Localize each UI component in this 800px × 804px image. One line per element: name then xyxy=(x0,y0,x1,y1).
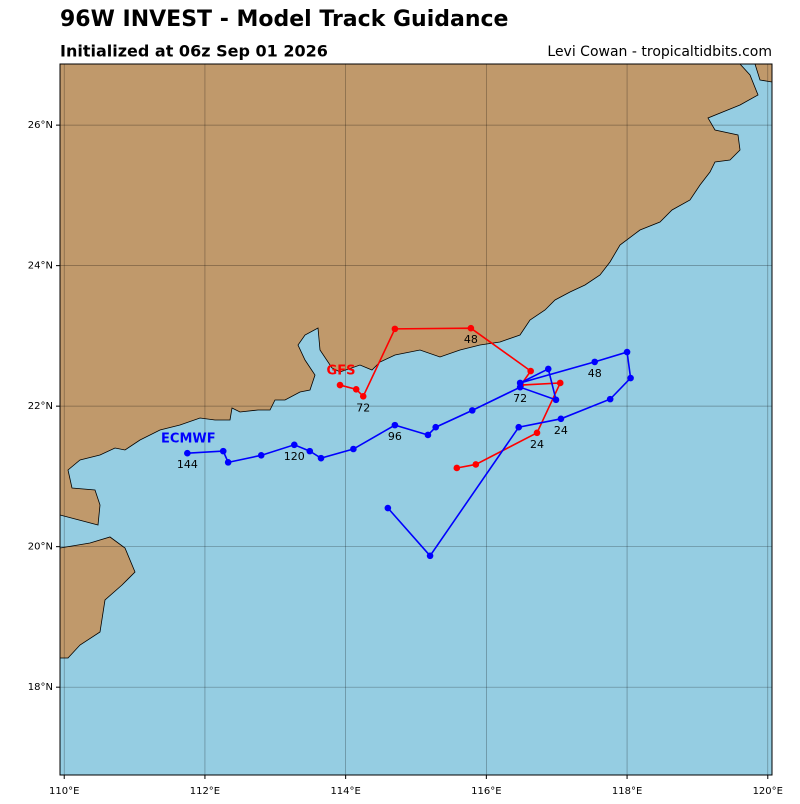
track-point xyxy=(623,348,631,356)
track-point xyxy=(384,504,392,512)
track-point xyxy=(557,415,565,423)
model-label: GFS xyxy=(327,364,356,379)
track-point xyxy=(350,445,357,453)
track-point xyxy=(219,447,227,455)
track-point xyxy=(224,459,232,466)
track-point xyxy=(336,381,344,389)
track-point xyxy=(432,423,439,431)
y-tick-label: 20°N xyxy=(28,542,53,553)
x-tick-label: 114°E xyxy=(330,786,360,797)
track-point xyxy=(552,396,560,404)
track-point xyxy=(591,358,599,366)
hour-label: 48 xyxy=(588,367,602,380)
track-point xyxy=(527,367,534,375)
track-point xyxy=(424,431,432,439)
hour-label: 144 xyxy=(177,458,198,471)
mainland xyxy=(60,64,759,526)
x-tick-label: 110°E xyxy=(49,786,79,797)
track-point xyxy=(453,464,461,472)
track-point xyxy=(184,449,191,457)
hour-label: 48 xyxy=(464,333,478,346)
track-point xyxy=(391,325,399,333)
hour-label: 96 xyxy=(388,430,402,443)
x-tick-label: 116°E xyxy=(471,786,501,797)
track-point xyxy=(257,452,265,459)
hour-label: 120 xyxy=(284,450,305,463)
y-tick-label: 24°N xyxy=(28,261,53,272)
x-tick-label: 120°E xyxy=(753,786,783,797)
hour-label: 24 xyxy=(530,438,544,451)
title: 96W INVEST - Model Track Guidance xyxy=(60,7,508,32)
track-point xyxy=(544,365,552,373)
y-tick-label: 26°N xyxy=(28,120,53,131)
track-point xyxy=(606,395,614,403)
hainan xyxy=(60,536,136,659)
track-point xyxy=(533,429,541,437)
track-point xyxy=(352,385,360,393)
track-point xyxy=(426,552,434,560)
subtitle: Initialized at 06z Sep 01 2026 xyxy=(60,42,328,61)
y-tick-label: 22°N xyxy=(28,401,53,412)
track-point xyxy=(359,393,367,400)
track-point xyxy=(317,454,325,462)
x-tick-label: 118°E xyxy=(612,786,642,797)
islet xyxy=(754,64,772,83)
hour-label: 24 xyxy=(554,424,568,437)
track-point xyxy=(306,447,314,455)
hour-label: 72 xyxy=(356,401,370,414)
land xyxy=(60,64,772,659)
track-point xyxy=(472,461,480,468)
credit: Levi Cowan - tropicaltidbits.com xyxy=(547,44,772,60)
y-tick-label: 18°N xyxy=(28,682,53,693)
map-frame xyxy=(59,63,773,776)
track-point xyxy=(556,379,564,387)
hour-label: 72 xyxy=(513,392,527,405)
track-point xyxy=(290,441,298,449)
track-point xyxy=(516,383,524,391)
track-point xyxy=(468,407,476,414)
x-tick-label: 112°E xyxy=(190,786,220,797)
model-label: ECMWF xyxy=(161,432,216,447)
track-point xyxy=(391,421,399,429)
track-line xyxy=(187,351,632,558)
track-point xyxy=(515,423,523,431)
track-point xyxy=(627,374,634,382)
track-point xyxy=(467,324,475,332)
